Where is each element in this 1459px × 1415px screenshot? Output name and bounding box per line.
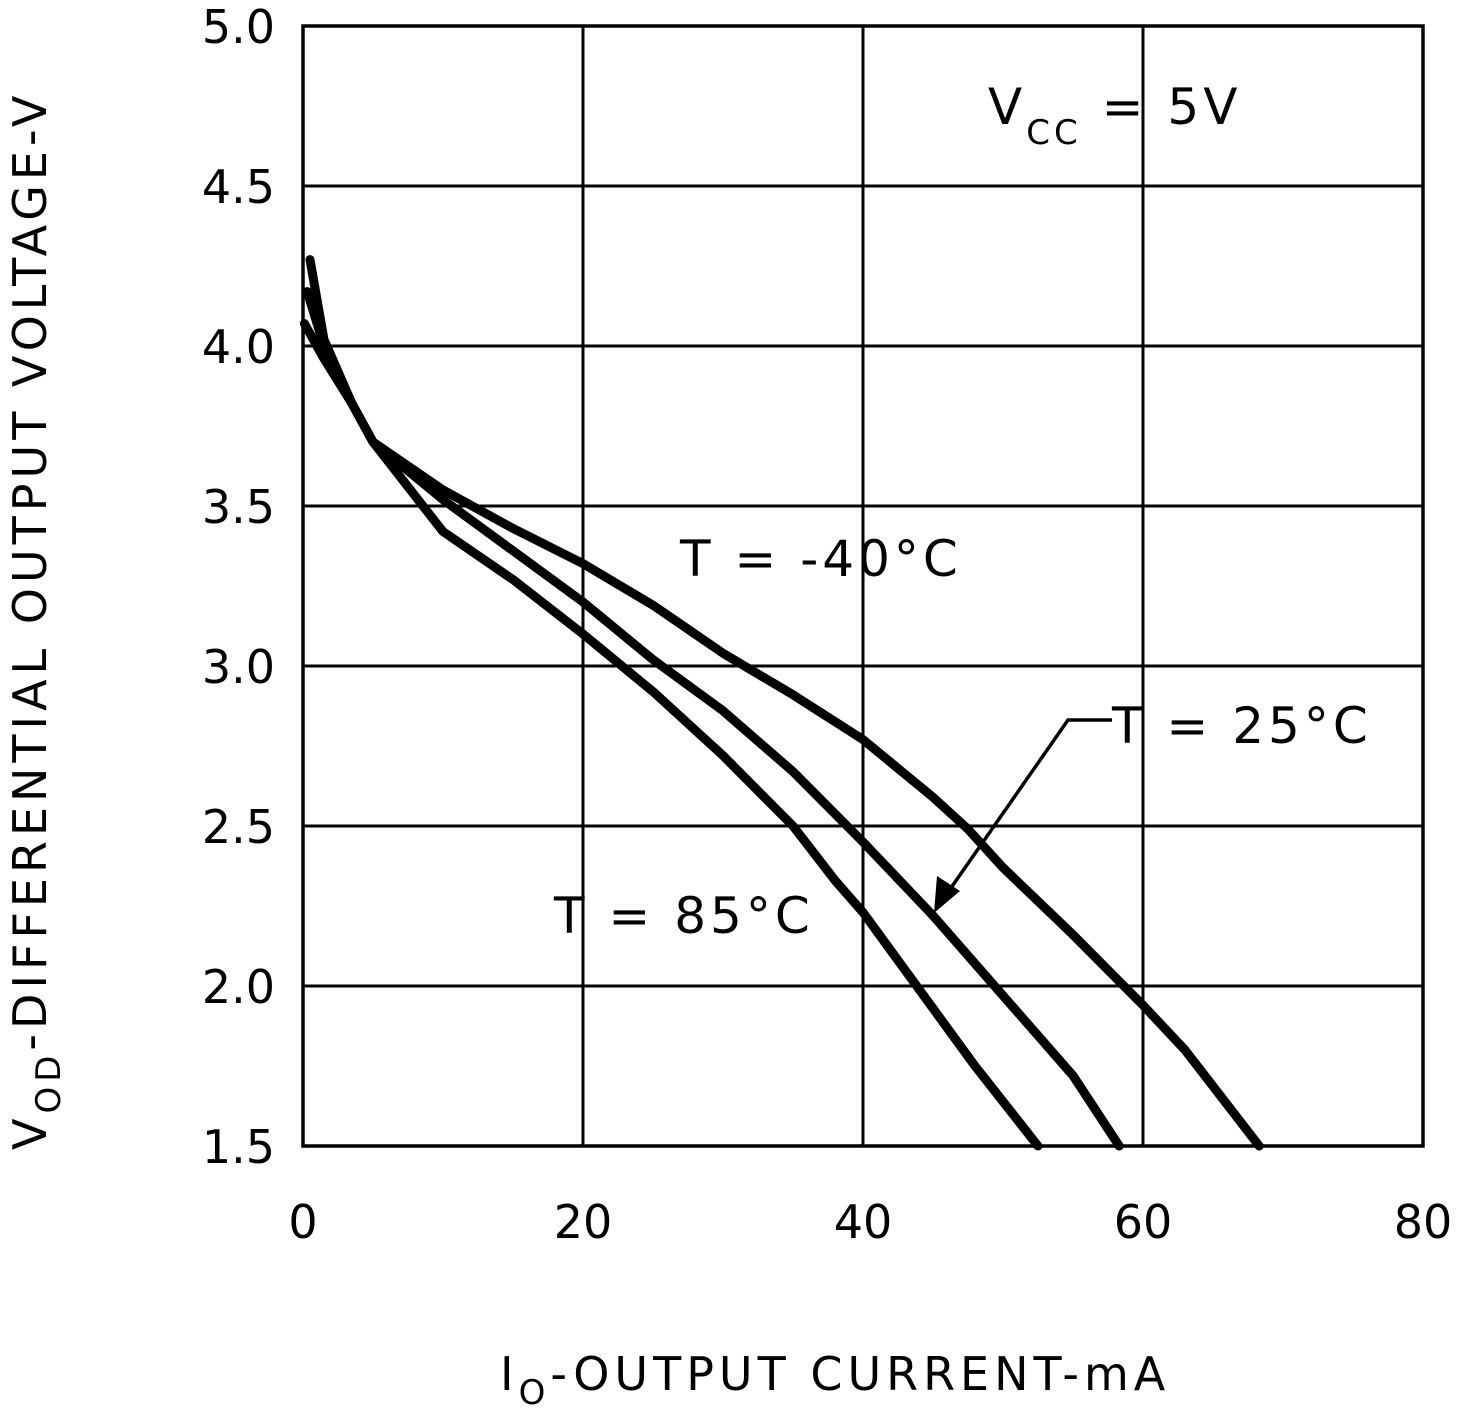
x-tick-labels: 0 20 40 60 80	[288, 1195, 1452, 1249]
vcc-condition-label: VCC = 5V	[988, 78, 1241, 153]
label-t-minus40: T = -40°C	[679, 530, 962, 588]
vcc-condition-main: V	[988, 78, 1026, 136]
x-tick-label: 40	[834, 1195, 893, 1249]
x-axis-title-sub: O	[519, 1373, 551, 1413]
plot-frame	[301, 24, 1425, 1148]
y-tick-label: 4.5	[202, 160, 275, 214]
y-tick-label: 4.0	[202, 320, 275, 374]
label-t-25: T = 25°C	[1111, 697, 1372, 755]
label-t-85: T = 85°C	[553, 887, 814, 945]
y-tick-label: 5.0	[202, 0, 275, 54]
y-tick-label: 3.0	[202, 640, 275, 694]
y-tick-label: 2.0	[202, 960, 275, 1014]
x-axis-title-main: I	[500, 1347, 519, 1401]
y-tick-label: 1.5	[202, 1120, 275, 1174]
x-tick-label: 80	[1394, 1195, 1453, 1249]
y-tick-label: 3.5	[202, 480, 275, 534]
vcc-condition-rest: = 5V	[1082, 78, 1242, 136]
leader-line-t-25	[944, 718, 1112, 897]
y-axis-title: VOD-DIFFERENTIAL OUTPUT VOLTAGE-V	[3, 91, 69, 1150]
y-tick-label: 2.5	[202, 800, 275, 854]
x-axis-title-rest: -OUTPUT CURRENT-mA	[550, 1347, 1170, 1401]
x-axis-title: IO-OUTPUT CURRENT-mA	[500, 1347, 1170, 1413]
x-tick-label: 0	[288, 1195, 317, 1249]
leader-arrowhead-t-25	[934, 876, 960, 913]
vcc-condition-sub: CC	[1026, 113, 1081, 153]
y-axis-title-sub: OD	[29, 1051, 69, 1114]
y-tick-labels: 1.5 2.0 2.5 3.0 3.5 4.0 4.5 5.0	[202, 0, 275, 1174]
x-tick-label: 60	[1114, 1195, 1173, 1249]
series-curves	[299, 255, 1264, 1151]
series-line-1	[302, 287, 1124, 1151]
x-tick-label: 20	[554, 1195, 613, 1249]
y-axis-title-rest: -DIFFERENTIAL OUTPUT VOLTAGE-V	[3, 91, 57, 1051]
series-line-2	[299, 319, 1043, 1151]
y-axis-title-main: V	[3, 1114, 57, 1150]
